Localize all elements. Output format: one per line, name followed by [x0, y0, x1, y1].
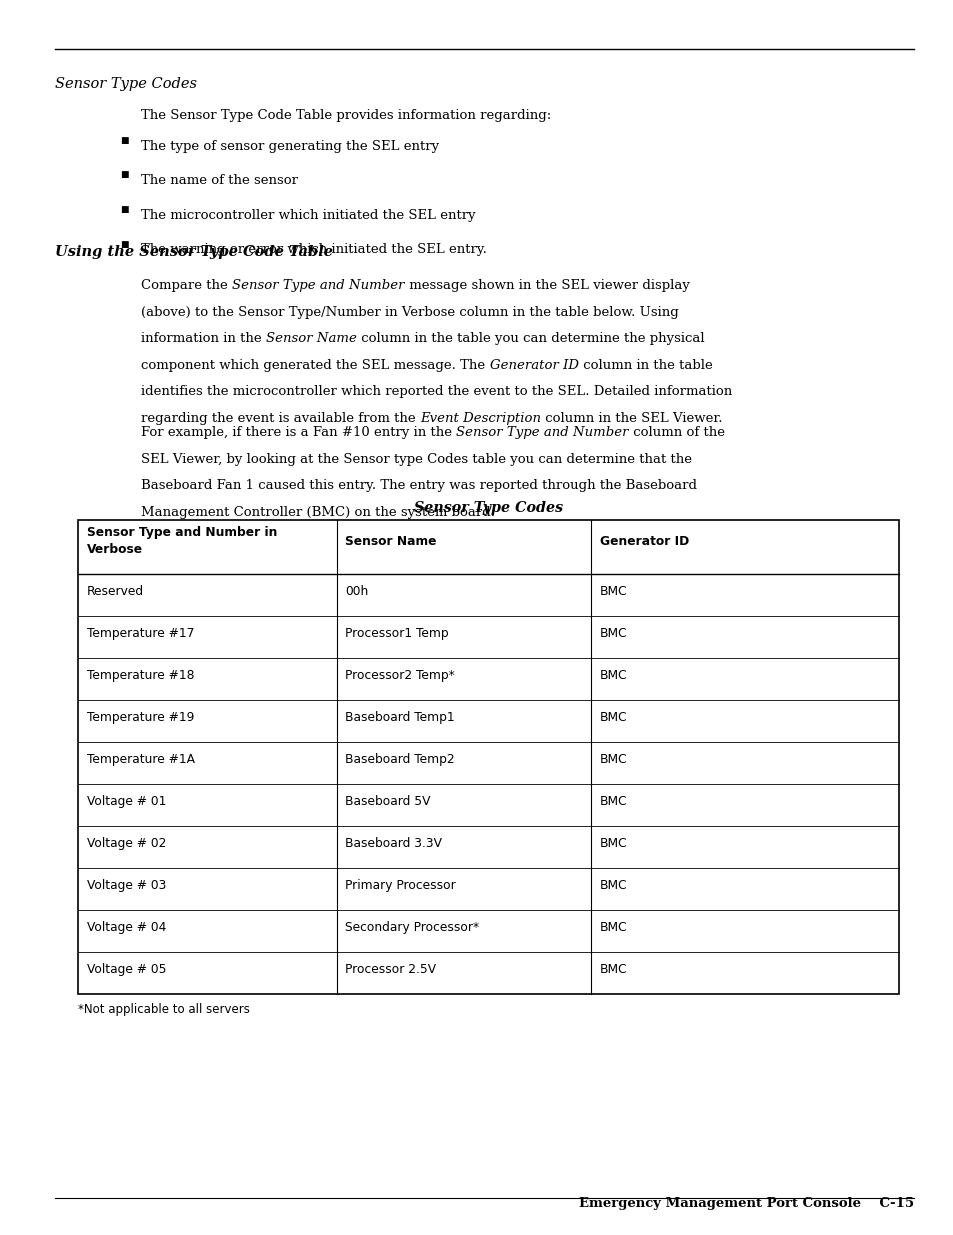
Text: Sensor Type and Number: Sensor Type and Number	[456, 426, 628, 440]
Text: *Not applicable to all servers: *Not applicable to all servers	[78, 1003, 250, 1016]
Text: Sensor Name: Sensor Name	[345, 535, 436, 548]
Text: BMC: BMC	[599, 627, 627, 641]
Text: Voltage # 04: Voltage # 04	[87, 921, 166, 935]
Text: 00h: 00h	[345, 585, 368, 599]
Text: Sensor Name: Sensor Name	[266, 332, 356, 346]
Text: The type of sensor generating the SEL entry: The type of sensor generating the SEL en…	[141, 140, 438, 153]
Text: ■: ■	[120, 170, 129, 179]
Text: Baseboard Temp1: Baseboard Temp1	[345, 711, 455, 725]
Text: BMC: BMC	[599, 669, 627, 683]
Text: BMC: BMC	[599, 753, 627, 767]
Text: information in the: information in the	[141, 332, 266, 346]
Text: BMC: BMC	[599, 879, 627, 893]
Text: Voltage # 05: Voltage # 05	[87, 963, 166, 977]
Text: SEL Viewer, by looking at the Sensor type Codes table you can determine that the: SEL Viewer, by looking at the Sensor typ…	[141, 452, 692, 466]
Text: Compare the: Compare the	[141, 279, 232, 293]
Text: column in the table you can determine the physical: column in the table you can determine th…	[356, 332, 704, 346]
Text: column in the table: column in the table	[578, 358, 712, 372]
Text: Temperature #1A: Temperature #1A	[87, 753, 194, 767]
Text: BMC: BMC	[599, 963, 627, 977]
Text: Reserved: Reserved	[87, 585, 144, 599]
Text: For example, if there is a Fan #10 entry in the: For example, if there is a Fan #10 entry…	[141, 426, 456, 440]
Text: The Sensor Type Code Table provides information regarding:: The Sensor Type Code Table provides info…	[141, 109, 551, 122]
Text: Secondary Processor*: Secondary Processor*	[345, 921, 479, 935]
Text: Processor 2.5V: Processor 2.5V	[345, 963, 436, 977]
Text: The name of the sensor: The name of the sensor	[141, 174, 298, 188]
Text: BMC: BMC	[599, 921, 627, 935]
Text: Baseboard 3.3V: Baseboard 3.3V	[345, 837, 442, 851]
Text: Event Description: Event Description	[419, 411, 540, 425]
Text: ■: ■	[120, 205, 129, 214]
Text: Primary Processor: Primary Processor	[345, 879, 456, 893]
Text: The warning or error which initiated the SEL entry.: The warning or error which initiated the…	[141, 243, 487, 257]
Text: BMC: BMC	[599, 795, 627, 809]
Text: The microcontroller which initiated the SEL entry: The microcontroller which initiated the …	[141, 209, 476, 222]
Text: Temperature #17: Temperature #17	[87, 627, 194, 641]
Text: BMC: BMC	[599, 837, 627, 851]
Text: Voltage # 03: Voltage # 03	[87, 879, 166, 893]
Text: Sensor Type Codes: Sensor Type Codes	[55, 77, 197, 90]
Text: ■: ■	[120, 136, 129, 144]
Text: ■: ■	[120, 240, 129, 248]
Text: (above) to the Sensor Type/Number in Verbose column in the table below. Using: (above) to the Sensor Type/Number in Ver…	[141, 305, 679, 319]
Text: Temperature #18: Temperature #18	[87, 669, 194, 683]
Text: Sensor Type and Number in
Verbose: Sensor Type and Number in Verbose	[87, 526, 277, 556]
Bar	[78, 520, 898, 994]
Text: Management Controller (BMC) on the system board.: Management Controller (BMC) on the syste…	[141, 506, 495, 519]
Text: identifies the microcontroller which reported the event to the SEL. Detailed inf: identifies the microcontroller which rep…	[141, 385, 732, 399]
Text: BMC: BMC	[599, 711, 627, 725]
Text: Generator ID: Generator ID	[489, 358, 578, 372]
Text: component which generated the SEL message. The: component which generated the SEL messag…	[141, 358, 489, 372]
Text: Emergency Management Port Console    C-15: Emergency Management Port Console C-15	[578, 1197, 913, 1210]
Text: message shown in the SEL viewer display: message shown in the SEL viewer display	[404, 279, 689, 293]
Text: Baseboard 5V: Baseboard 5V	[345, 795, 431, 809]
Text: Processor1 Temp: Processor1 Temp	[345, 627, 449, 641]
Text: Sensor Type Codes: Sensor Type Codes	[414, 501, 562, 515]
Text: Voltage # 01: Voltage # 01	[87, 795, 166, 809]
Text: Voltage # 02: Voltage # 02	[87, 837, 166, 851]
Text: Sensor Type and Number: Sensor Type and Number	[232, 279, 404, 293]
Text: regarding the event is available from the: regarding the event is available from th…	[141, 411, 419, 425]
Text: Using the Sensor Type Code Table: Using the Sensor Type Code Table	[55, 245, 333, 258]
Text: BMC: BMC	[599, 585, 627, 599]
Text: Temperature #19: Temperature #19	[87, 711, 194, 725]
Text: column of the: column of the	[628, 426, 724, 440]
Text: Baseboard Temp2: Baseboard Temp2	[345, 753, 455, 767]
Text: Baseboard Fan 1 caused this entry. The entry was reported through the Baseboard: Baseboard Fan 1 caused this entry. The e…	[141, 479, 697, 493]
Text: Processor2 Temp*: Processor2 Temp*	[345, 669, 455, 683]
Text: Generator ID: Generator ID	[599, 535, 689, 548]
Text: column in the SEL Viewer.: column in the SEL Viewer.	[540, 411, 721, 425]
